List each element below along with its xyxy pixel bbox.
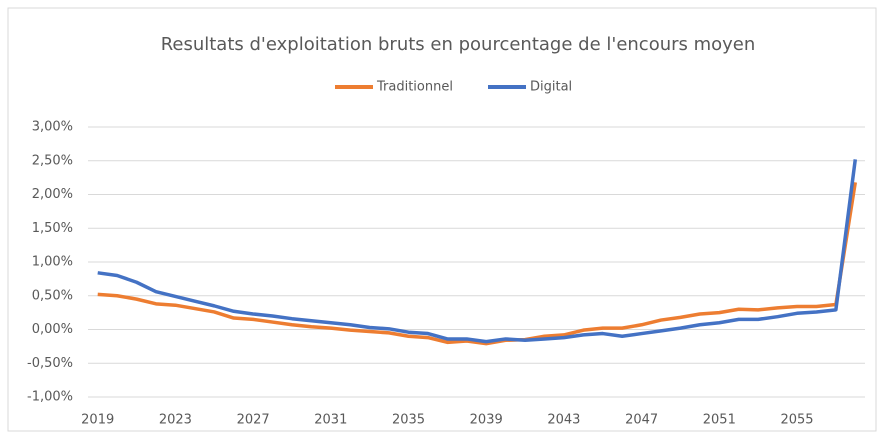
legend-label: Digital [530,80,572,95]
x-tick-label: 2039 [470,413,503,428]
y-tick-label: 3,00% [32,120,73,135]
series-line [97,159,858,344]
y-tick-label: -1,00% [27,390,73,405]
chart-title: Resultats d'exploitation bruts en pource… [161,34,756,55]
y-tick-label: 2,50% [32,153,73,168]
x-tick-label: 2051 [703,413,736,428]
legend-label: Traditionnel [376,80,453,95]
x-tick-label: 2031 [314,413,347,428]
y-tick-label: 1,50% [32,221,73,236]
y-tick-label: -0,50% [27,356,73,371]
x-tick-label: 2023 [159,413,192,428]
x-tick-label: 2047 [625,413,658,428]
y-tick-label: 0,00% [32,322,73,337]
y-tick-label: 0,50% [32,288,73,303]
y-tick-label: 1,00% [32,255,73,270]
x-tick-label: 2019 [81,413,114,428]
x-tick-label: 2035 [392,413,425,428]
chart-frame [7,7,877,432]
x-tick-label: 2043 [547,413,580,428]
series-line [97,182,858,346]
x-tick-label: 2027 [237,413,270,428]
y-tick-label: 2,00% [32,187,73,202]
x-tick-label: 2055 [780,413,813,428]
